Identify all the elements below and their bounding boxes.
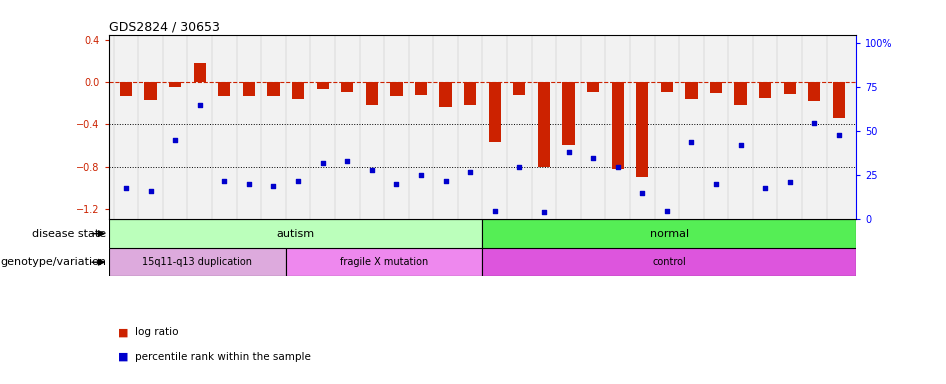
Bar (109, 219, 482, 248)
Bar (537, 82, 550, 167)
Point (635, 190, 650, 196)
Text: normal: normal (650, 228, 689, 238)
Point (118, 185, 133, 191)
Bar (611, 82, 623, 169)
Point (536, 209, 552, 215)
Bar (636, 82, 648, 177)
Bar (587, 82, 599, 92)
Point (290, 177, 306, 184)
Bar (120, 82, 132, 96)
Bar (440, 82, 452, 108)
Bar (482, 248, 856, 276)
Bar (759, 82, 771, 98)
Bar (366, 82, 378, 105)
Bar (464, 82, 477, 105)
Point (143, 188, 158, 194)
Bar (685, 82, 697, 99)
Point (192, 102, 207, 108)
Point (389, 181, 404, 187)
Point (610, 164, 625, 170)
Point (364, 167, 379, 173)
Point (340, 158, 355, 164)
Point (659, 207, 674, 214)
Text: percentile rank within the sample: percentile rank within the sample (135, 352, 311, 362)
Point (438, 177, 453, 184)
Bar (109, 248, 286, 276)
Bar (734, 82, 746, 105)
Bar (660, 82, 673, 92)
Point (807, 119, 822, 126)
Point (758, 185, 773, 191)
Bar (513, 82, 525, 95)
Point (241, 181, 256, 187)
Point (266, 183, 281, 189)
Point (684, 139, 699, 145)
Point (167, 137, 183, 143)
Bar (145, 82, 157, 100)
Point (832, 132, 847, 138)
Text: 15q11-q13 duplication: 15q11-q13 duplication (142, 257, 253, 267)
Bar (169, 82, 182, 87)
Point (463, 169, 478, 175)
Text: genotype/variation: genotype/variation (0, 257, 106, 267)
Bar (415, 82, 428, 95)
Text: GDS2824 / 30653: GDS2824 / 30653 (109, 20, 219, 33)
Text: ■: ■ (118, 352, 129, 362)
Bar (482, 219, 856, 248)
Point (315, 160, 330, 166)
Point (733, 142, 748, 149)
Point (512, 164, 527, 170)
Bar (194, 63, 206, 82)
Bar (292, 82, 305, 99)
Point (586, 155, 601, 161)
Bar (286, 248, 482, 276)
Bar (562, 82, 574, 146)
Point (561, 149, 576, 156)
Bar (488, 82, 500, 142)
Text: disease state: disease state (32, 228, 106, 238)
Point (709, 181, 724, 187)
Bar (391, 82, 403, 96)
Text: ■: ■ (118, 327, 129, 337)
Point (487, 207, 502, 214)
Bar (243, 82, 255, 96)
Bar (832, 82, 845, 118)
Bar (219, 82, 231, 96)
Point (217, 177, 232, 184)
Bar (342, 82, 354, 92)
Point (413, 172, 429, 179)
Text: control: control (653, 257, 686, 267)
Text: fragile X mutation: fragile X mutation (340, 257, 429, 267)
Bar (268, 82, 280, 96)
Bar (710, 82, 722, 93)
Point (782, 179, 797, 185)
Bar (808, 82, 820, 101)
Text: log ratio: log ratio (135, 327, 179, 337)
Bar (783, 82, 796, 94)
Text: autism: autism (276, 228, 315, 238)
Bar (317, 82, 329, 89)
